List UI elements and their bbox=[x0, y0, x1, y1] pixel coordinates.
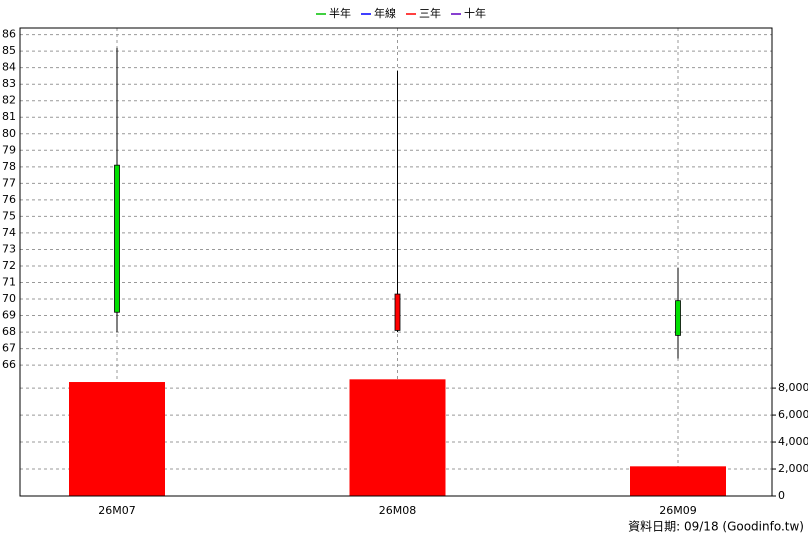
y-tick-label: 73 bbox=[2, 242, 16, 255]
y-tick-label: 71 bbox=[2, 275, 16, 288]
y-tick-label: 82 bbox=[2, 94, 16, 107]
y-tick-label: 76 bbox=[2, 193, 16, 206]
volume-bar bbox=[69, 382, 165, 496]
y-tick-label: 85 bbox=[2, 44, 16, 57]
y2-tick-label: 6,000 bbox=[778, 408, 808, 421]
y-tick-label: 86 bbox=[2, 28, 16, 41]
y-tick-label: 74 bbox=[2, 226, 16, 239]
y-tick-label: 78 bbox=[2, 160, 16, 173]
candle-body bbox=[675, 300, 681, 336]
x-tick-label: 26M09 bbox=[659, 504, 697, 517]
y2-tick-label: 0 bbox=[778, 489, 785, 502]
legend-label: 半年 bbox=[329, 6, 351, 20]
y-tick-label: 72 bbox=[2, 259, 16, 272]
y-tick-label: 70 bbox=[2, 292, 16, 305]
y-tick-label: 69 bbox=[2, 309, 16, 322]
y-tick-label: 83 bbox=[2, 77, 16, 90]
plot-frame bbox=[19, 27, 773, 497]
volume-bar bbox=[630, 466, 726, 496]
y-tick-label: 77 bbox=[2, 176, 16, 189]
y2-tick-label: 8,000 bbox=[778, 381, 808, 394]
y-tick-label: 66 bbox=[2, 358, 16, 371]
candle-body bbox=[394, 293, 401, 331]
legend-label: 三年 bbox=[419, 6, 441, 20]
x-tick-label: 26M08 bbox=[379, 504, 417, 517]
y2-tick-label: 4,000 bbox=[778, 435, 808, 448]
y-tick-label: 79 bbox=[2, 143, 16, 156]
y-tick-label: 80 bbox=[2, 127, 16, 140]
y2-tick-label: 2,000 bbox=[778, 462, 808, 475]
y-tick-label: 75 bbox=[2, 209, 16, 222]
x-tick-label: 26M07 bbox=[98, 504, 136, 517]
y-tick-label: 84 bbox=[2, 61, 16, 74]
y-tick-label: 81 bbox=[2, 110, 16, 123]
candle-body bbox=[114, 164, 120, 313]
legend-label: 十年 bbox=[464, 6, 486, 20]
volume-bar bbox=[349, 379, 446, 496]
y-tick-label: 67 bbox=[2, 342, 16, 355]
legend-label: 年線 bbox=[374, 6, 396, 20]
footer: 資料日期: 09/18 (Goodinfo.tw) bbox=[628, 520, 804, 534]
y-tick-label: 68 bbox=[2, 325, 16, 338]
